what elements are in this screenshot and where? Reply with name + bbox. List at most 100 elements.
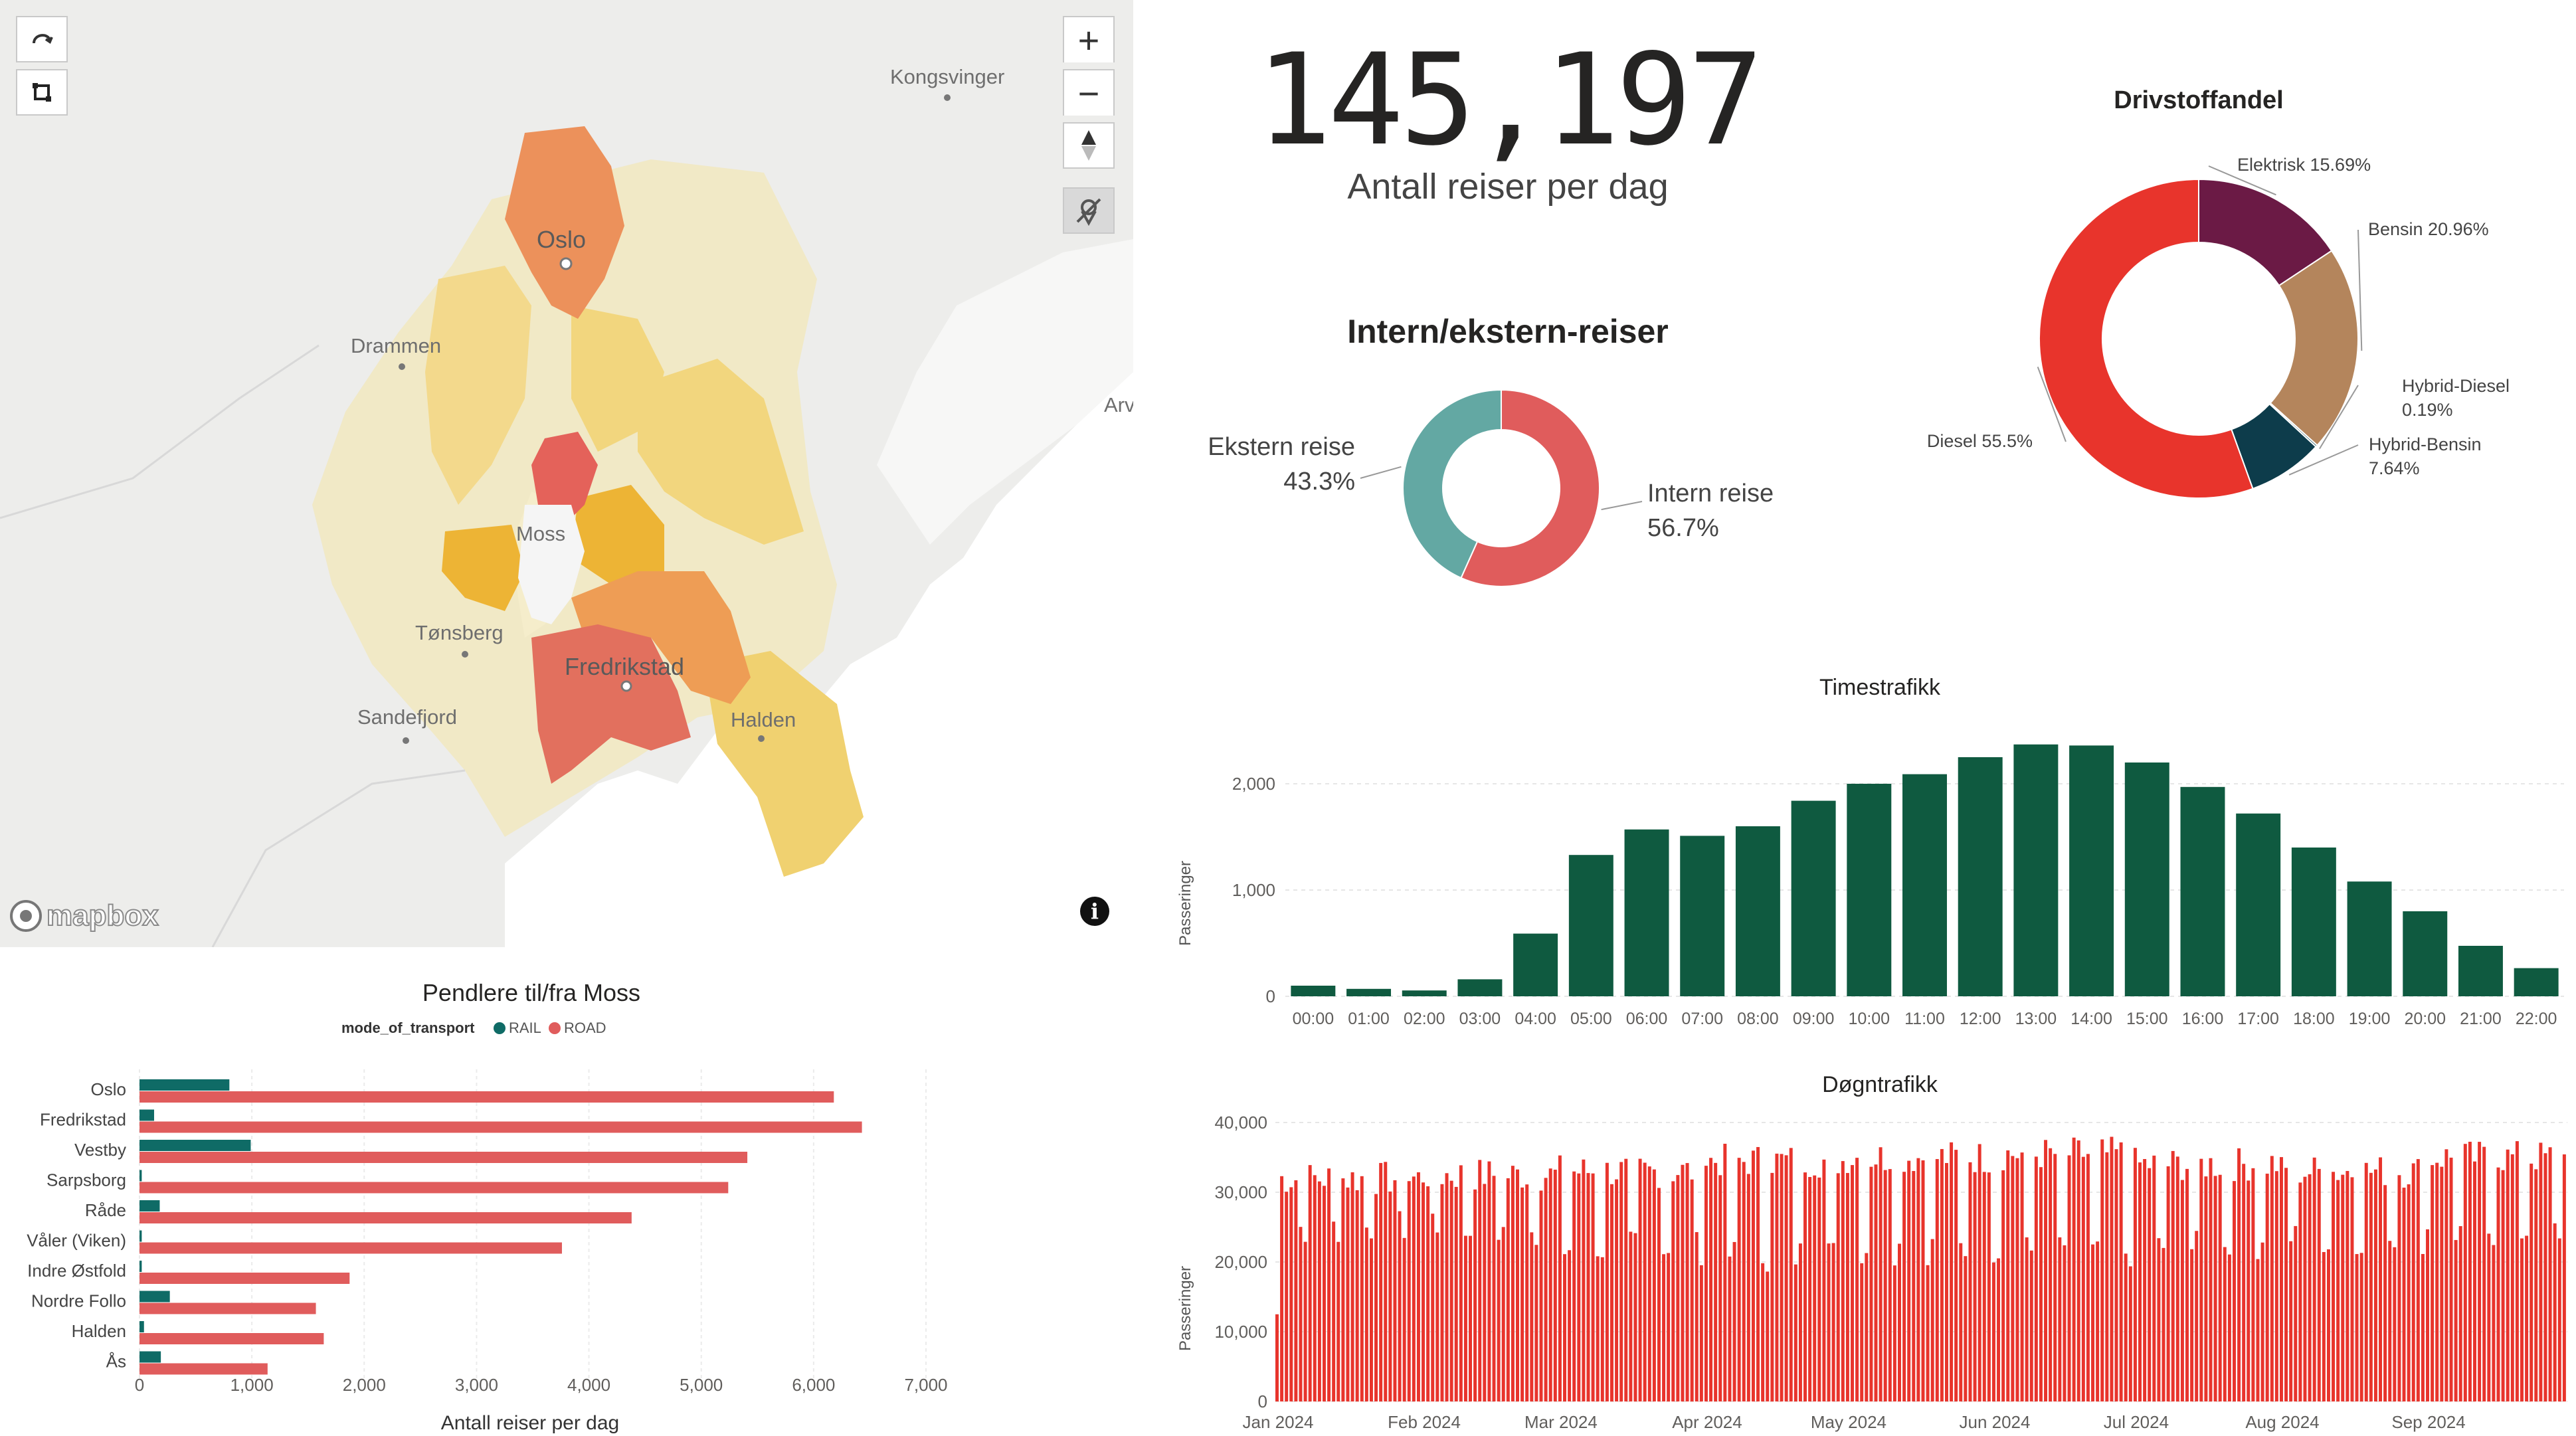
- dogntrafikk-bar[interactable]: [1851, 1165, 1854, 1401]
- dogntrafikk-bar[interactable]: [1384, 1162, 1388, 1401]
- dogntrafikk-bar[interactable]: [2185, 1168, 2189, 1401]
- dogntrafikk-bar[interactable]: [2279, 1157, 2283, 1401]
- dogntrafikk-bar[interactable]: [1539, 1190, 1543, 1401]
- dogntrafikk-bar[interactable]: [2124, 1253, 2128, 1401]
- dogntrafikk-bar[interactable]: [2496, 1167, 2500, 1401]
- dogntrafikk-bar[interactable]: [1916, 1158, 1920, 1401]
- dogntrafikk-bar[interactable]: [2553, 1223, 2557, 1401]
- dogntrafikk-bar[interactable]: [1487, 1161, 1491, 1401]
- dogntrafikk-bar[interactable]: [2308, 1174, 2312, 1401]
- dogntrafikk-bar[interactable]: [1926, 1265, 1930, 1401]
- dogntrafikk-bar[interactable]: [2454, 1239, 2458, 1401]
- dogntrafikk-bar[interactable]: [1737, 1158, 1741, 1401]
- dogntrafikk-bar[interactable]: [1813, 1175, 1817, 1401]
- dogntrafikk-bar[interactable]: [1548, 1168, 1552, 1401]
- pendlere-bar-rail[interactable]: [139, 1351, 161, 1363]
- dogntrafikk-bar[interactable]: [1638, 1158, 1642, 1401]
- dogntrafikk-bar[interactable]: [1313, 1175, 1317, 1401]
- dogntrafikk-bar[interactable]: [2383, 1185, 2387, 1401]
- dogntrafikk-bar[interactable]: [1449, 1180, 1453, 1401]
- dogntrafikk-bar[interactable]: [2364, 1162, 2368, 1401]
- dogntrafikk-bar[interactable]: [1520, 1187, 1524, 1401]
- pendlere-bar-rail[interactable]: [139, 1230, 142, 1242]
- dogntrafikk-bar[interactable]: [1643, 1162, 1647, 1401]
- dogntrafikk-bar[interactable]: [2213, 1176, 2217, 1401]
- dogntrafikk-bar[interactable]: [1822, 1159, 1826, 1401]
- dogntrafikk-bar[interactable]: [1497, 1239, 1501, 1401]
- dogntrafikk-bar[interactable]: [1855, 1158, 1859, 1401]
- timestrafikk-bar[interactable]: [1680, 836, 1725, 996]
- dogntrafikk-bar[interactable]: [1883, 1170, 1887, 1401]
- pendlere-bar-road[interactable]: [139, 1152, 748, 1163]
- dogntrafikk-bar[interactable]: [1591, 1173, 1595, 1401]
- intern-ekstern-slice-ekstern-reise[interactable]: [1402, 389, 1502, 579]
- timestrafikk-bar[interactable]: [2124, 763, 2169, 996]
- dogntrafikk-bar[interactable]: [2402, 1188, 2406, 1401]
- dogntrafikk-bar[interactable]: [2175, 1156, 2179, 1401]
- dogntrafikk-bar[interactable]: [1695, 1232, 1699, 1401]
- dogntrafikk-bar[interactable]: [2025, 1237, 2029, 1401]
- dogntrafikk-bar[interactable]: [2233, 1181, 2236, 1401]
- dogntrafikk-bar[interactable]: [2265, 1174, 2269, 1401]
- dogntrafikk-bar[interactable]: [1944, 1163, 1948, 1401]
- dogntrafikk-bar[interactable]: [1563, 1254, 1566, 1401]
- dogntrafikk-bar[interactable]: [1676, 1175, 1680, 1401]
- dogntrafikk-bar[interactable]: [2369, 1172, 2373, 1401]
- dogntrafikk-bar[interactable]: [1991, 1262, 1995, 1401]
- dogntrafikk-bar[interactable]: [2072, 1137, 2076, 1401]
- dogntrafikk-bar[interactable]: [2274, 1171, 2278, 1401]
- dogntrafikk-bar[interactable]: [2379, 1157, 2383, 1401]
- dogntrafikk-bar[interactable]: [2557, 1238, 2561, 1401]
- dogntrafikk-bar[interactable]: [2322, 1252, 2326, 1401]
- dogntrafikk-bar[interactable]: [1940, 1148, 1944, 1401]
- dogntrafikk-bar[interactable]: [2209, 1158, 2213, 1401]
- dogntrafikk-bar[interactable]: [2100, 1139, 2104, 1401]
- dogntrafikk-bar[interactable]: [1827, 1243, 1831, 1401]
- dogntrafikk-bar[interactable]: [1629, 1231, 1633, 1401]
- dogntrafikk-bar[interactable]: [1704, 1166, 1708, 1401]
- dogntrafikk-bar[interactable]: [1898, 1243, 1901, 1401]
- dogntrafikk-bar[interactable]: [2492, 1245, 2496, 1401]
- dogntrafikk-bar[interactable]: [1987, 1172, 1991, 1401]
- dogntrafikk-bar[interactable]: [1968, 1162, 1972, 1401]
- pendlere-bar-rail[interactable]: [139, 1170, 142, 1182]
- dogntrafikk-bar[interactable]: [1360, 1176, 1364, 1401]
- dogntrafikk-bar[interactable]: [2138, 1162, 2142, 1401]
- dogntrafikk-bar[interactable]: [2049, 1148, 2053, 1401]
- dogntrafikk-bar[interactable]: [1341, 1178, 1345, 1401]
- dogntrafikk-bar[interactable]: [1845, 1173, 1849, 1401]
- dogntrafikk-bar[interactable]: [1728, 1256, 1732, 1401]
- dogntrafikk-bar[interactable]: [1794, 1264, 1797, 1401]
- dogntrafikk-bar[interactable]: [2341, 1174, 2345, 1401]
- dogntrafikk-bar[interactable]: [2416, 1159, 2420, 1401]
- dogntrafikk-bar[interactable]: [1483, 1184, 1487, 1401]
- dogntrafikk-bar[interactable]: [1350, 1172, 1354, 1401]
- dogntrafikk-bar[interactable]: [2506, 1149, 2510, 1401]
- dogntrafikk-bar[interactable]: [2407, 1184, 2411, 1401]
- pendlere-bar-road[interactable]: [139, 1302, 316, 1314]
- timestrafikk-bar[interactable]: [1346, 988, 1392, 996]
- dogntrafikk-bar[interactable]: [1294, 1180, 1298, 1401]
- dogntrafikk-bar[interactable]: [2303, 1176, 2307, 1401]
- timestrafikk-bar[interactable]: [1735, 826, 1780, 996]
- dogntrafikk-bar[interactable]: [2086, 1154, 2090, 1401]
- dogntrafikk-bar[interactable]: [1714, 1162, 1718, 1401]
- dogntrafikk-bar[interactable]: [1600, 1257, 1604, 1401]
- dogntrafikk-bar[interactable]: [1615, 1179, 1619, 1401]
- dogntrafikk-bar[interactable]: [1317, 1181, 1321, 1401]
- dogntrafikk-bar[interactable]: [2119, 1142, 2123, 1401]
- dogntrafikk-bar[interactable]: [2473, 1161, 2476, 1401]
- dogntrafikk-bar[interactable]: [2431, 1165, 2435, 1401]
- dogntrafikk-bar[interactable]: [2326, 1249, 2330, 1401]
- compass-button[interactable]: [1063, 122, 1115, 169]
- dogntrafikk-bar[interactable]: [1553, 1170, 1557, 1401]
- dogntrafikk-bar[interactable]: [1959, 1243, 1963, 1401]
- pendlere-bar-rail[interactable]: [139, 1200, 160, 1212]
- dogntrafikk-bar[interactable]: [1586, 1173, 1590, 1401]
- dogntrafikk-bar[interactable]: [1751, 1150, 1755, 1401]
- dogntrafikk-bar[interactable]: [2171, 1150, 2175, 1401]
- dogntrafikk-bar[interactable]: [2440, 1166, 2444, 1401]
- dogntrafikk-bar[interactable]: [1577, 1173, 1581, 1401]
- dogntrafikk-bar[interactable]: [1770, 1172, 1774, 1401]
- dogntrafikk-bar[interactable]: [2346, 1170, 2349, 1401]
